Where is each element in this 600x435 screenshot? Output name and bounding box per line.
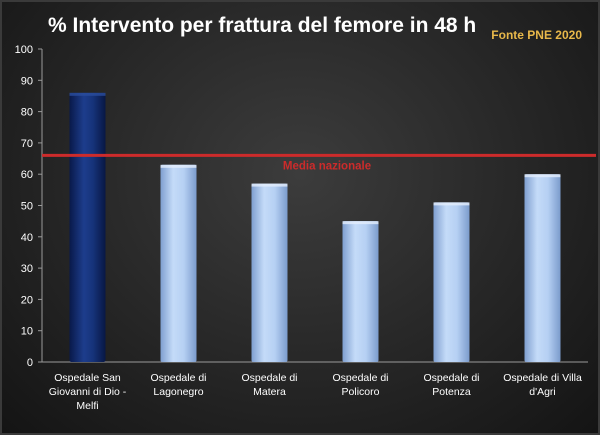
bar-cap-1 (69, 92, 106, 96)
x-category-label-line: Potenza (432, 386, 471, 398)
y-tick-label: 0 (27, 357, 33, 369)
x-category-label-line: d'Agri (529, 386, 556, 398)
x-category-label: Ospedale di Potenza (423, 372, 479, 398)
y-tick-label: 100 (15, 44, 33, 56)
x-category-label-line: Melfi (76, 400, 98, 412)
x-category-label-line: Ospedale San (54, 372, 121, 384)
x-category-label-line: Ospedale di Villa (503, 372, 582, 384)
x-category-label-line: Ospedale di (332, 372, 388, 384)
bar-2 (160, 164, 197, 362)
x-category-label: Ospedale di Matera (241, 372, 297, 398)
x-category-label: Ospedale San Giovanni di Dio - Melfi (49, 372, 127, 412)
bar-1 (69, 92, 106, 362)
y-tick-label: 10 (21, 326, 33, 338)
x-category-label-line: Lagonegro (153, 386, 203, 398)
bar-cap-2 (160, 164, 197, 168)
y-tick-label: 60 (21, 169, 33, 181)
y-tick-label: 30 (21, 263, 33, 275)
bar-3 (251, 183, 288, 362)
x-category-label-line: Matera (253, 386, 286, 398)
y-tick-label: 80 (21, 107, 33, 119)
bar-4 (342, 221, 379, 362)
x-category-label-line: Ospedale di (423, 372, 479, 384)
x-category-label: Ospedale di Policoro (332, 372, 388, 398)
x-category-label-line: Policoro (342, 386, 380, 398)
x-category-label: Ospedale di Lagonegro (150, 372, 206, 398)
bar-cap-6 (524, 174, 561, 178)
chart-source: Fonte PNE 2020 (491, 28, 582, 42)
bar-cap-5 (433, 202, 470, 206)
bar-5 (433, 202, 470, 362)
x-category-label: Ospedale di Villa d'Agri (503, 372, 582, 398)
y-tick-label: 90 (21, 75, 33, 87)
reference-line-label: Media nazionale (283, 160, 371, 172)
chart-title: % Intervento per frattura del femore in … (48, 14, 477, 37)
bar-cap-3 (251, 183, 288, 187)
x-category-label-line: Ospedale di (241, 372, 297, 384)
x-category-label-line: Giovanni di Dio - (49, 386, 127, 398)
y-tick-label: 50 (21, 201, 33, 213)
bar-cap-4 (342, 221, 379, 225)
y-tick-label: 40 (21, 232, 33, 244)
x-category-label-line: Ospedale di (150, 372, 206, 384)
y-tick-label: 20 (21, 294, 33, 306)
y-tick-label: 70 (21, 138, 33, 150)
bar-6 (524, 174, 561, 362)
